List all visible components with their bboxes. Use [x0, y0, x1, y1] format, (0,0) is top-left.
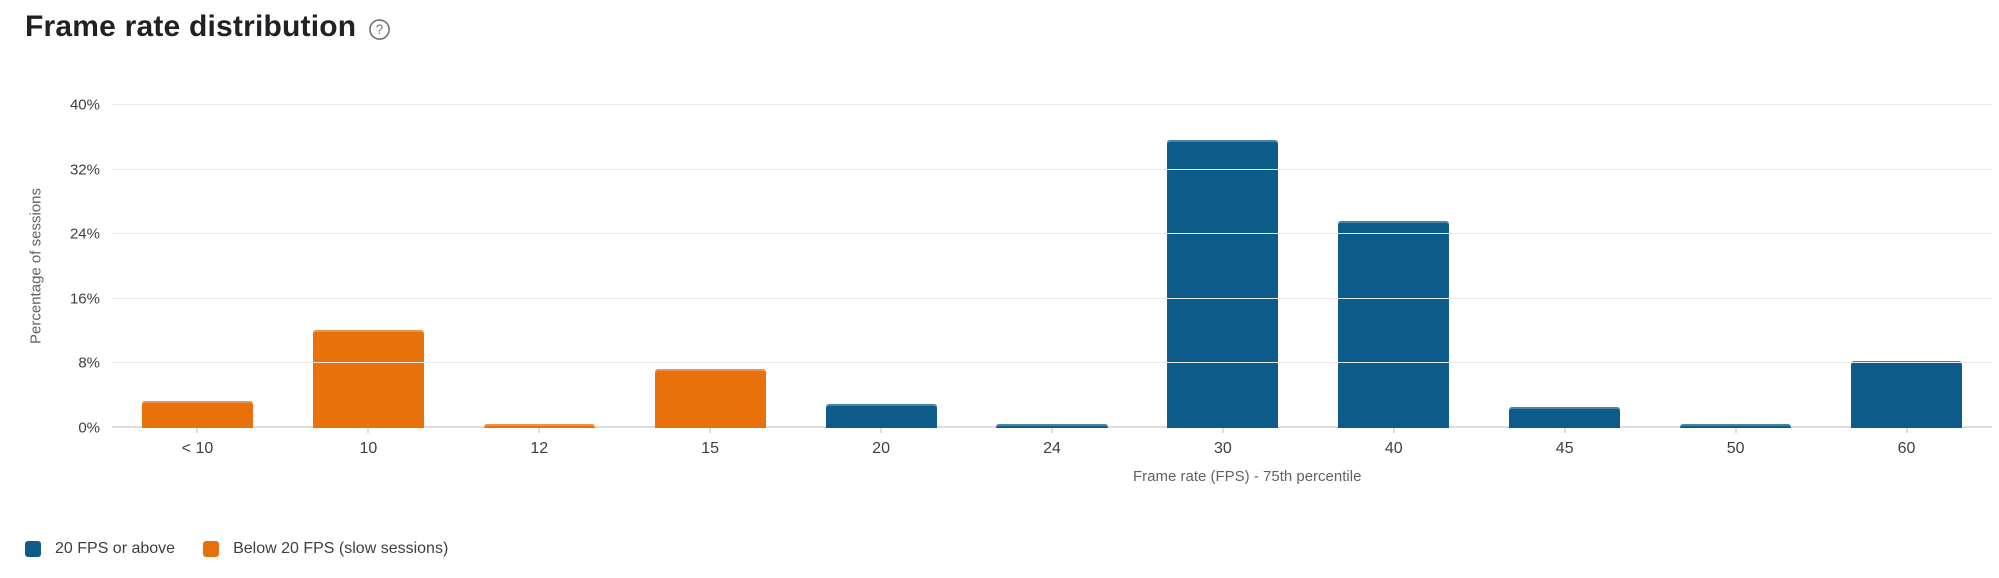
- bar[interactable]: [1509, 407, 1621, 428]
- gridline: [112, 362, 1992, 364]
- bar-group: [967, 105, 1138, 428]
- x-tick-label: 30: [1213, 440, 1232, 457]
- y-tick-label: 32%: [69, 161, 100, 179]
- gridline: [112, 233, 1992, 235]
- svg-text:?: ?: [376, 22, 384, 37]
- bar-group: [1821, 105, 1992, 428]
- axis-tick: [1221, 428, 1224, 433]
- y-tick-label: 24%: [69, 225, 100, 243]
- axis-tick: [367, 428, 370, 433]
- axis-tick: [880, 428, 883, 433]
- bar-group: [1308, 105, 1479, 428]
- bar[interactable]: [654, 369, 766, 428]
- bar[interactable]: [483, 423, 595, 428]
- axis-tick: [1563, 428, 1566, 433]
- axis-tick: [1734, 428, 1737, 433]
- bar[interactable]: [1680, 423, 1792, 428]
- y-tick-label: 16%: [69, 290, 100, 308]
- bar-group: [796, 105, 967, 428]
- chart-legend: 20 FPS or above Below 20 FPS (slow sessio…: [25, 540, 448, 558]
- chart-header: Frame rate distribution ?: [25, 10, 391, 44]
- x-tick-label: 40: [1384, 440, 1403, 457]
- x-tick-label: 60: [1897, 440, 1916, 457]
- bar-group: [454, 105, 625, 428]
- bar[interactable]: [996, 423, 1108, 428]
- gridline: [112, 168, 1992, 170]
- bar[interactable]: [1850, 360, 1963, 428]
- x-tick-label: 12: [530, 440, 549, 457]
- x-tick-label: 24: [1043, 440, 1061, 457]
- legend-label: 20 FPS or above: [55, 540, 176, 557]
- y-axis-labels: 0% 8% 16% 24% 32% 40%: [0, 97, 100, 437]
- legend-swatch: [25, 541, 41, 557]
- axis-tick: [709, 428, 712, 433]
- x-axis-title: Frame rate (FPS) - 75th percentile: [1133, 468, 1362, 485]
- gridline: [112, 297, 1992, 299]
- bar-group: [1479, 105, 1650, 428]
- axis-tick: [1392, 428, 1395, 433]
- bar[interactable]: [825, 403, 937, 428]
- x-tick-label: 20: [872, 440, 890, 457]
- bar-group: [1650, 105, 1821, 428]
- legend-label: Below 20 FPS (slow sessions): [233, 540, 449, 557]
- x-axis-labels: < 10 10 12 15 20 24 30 40 45 50 60: [112, 440, 1992, 458]
- bar[interactable]: [1338, 221, 1450, 428]
- x-tick-label: 10: [359, 440, 378, 457]
- axis-tick: [1051, 428, 1053, 433]
- gridline: [112, 104, 1992, 105]
- y-tick-label: 0%: [78, 419, 100, 437]
- legend-item: Below 20 FPS (slow sessions): [203, 540, 448, 558]
- y-tick-label: 40%: [69, 96, 100, 114]
- legend-swatch: [203, 541, 220, 557]
- bar-group: [283, 105, 454, 428]
- legend-item: 20 FPS or above: [25, 540, 175, 558]
- bar[interactable]: [312, 329, 424, 428]
- bar-group: [112, 105, 283, 428]
- plot-area: [112, 104, 1992, 433]
- page-title: Frame rate distribution: [25, 10, 357, 43]
- bars-row: [112, 105, 1992, 428]
- bar-group: [1137, 105, 1308, 428]
- bar[interactable]: [1167, 139, 1279, 428]
- x-tick-label: 15: [701, 440, 720, 457]
- axis-tick: [1905, 428, 1908, 433]
- axis-tick: [538, 428, 541, 433]
- axis-tick: [196, 428, 199, 433]
- x-tick-label: 45: [1555, 440, 1574, 457]
- bar[interactable]: [141, 401, 253, 428]
- x-tick-label: 50: [1726, 440, 1745, 457]
- bar-group: [625, 105, 796, 428]
- y-tick-label: 8%: [78, 354, 100, 372]
- help-icon[interactable]: ?: [368, 18, 391, 41]
- x-tick-label: < 10: [181, 440, 214, 457]
